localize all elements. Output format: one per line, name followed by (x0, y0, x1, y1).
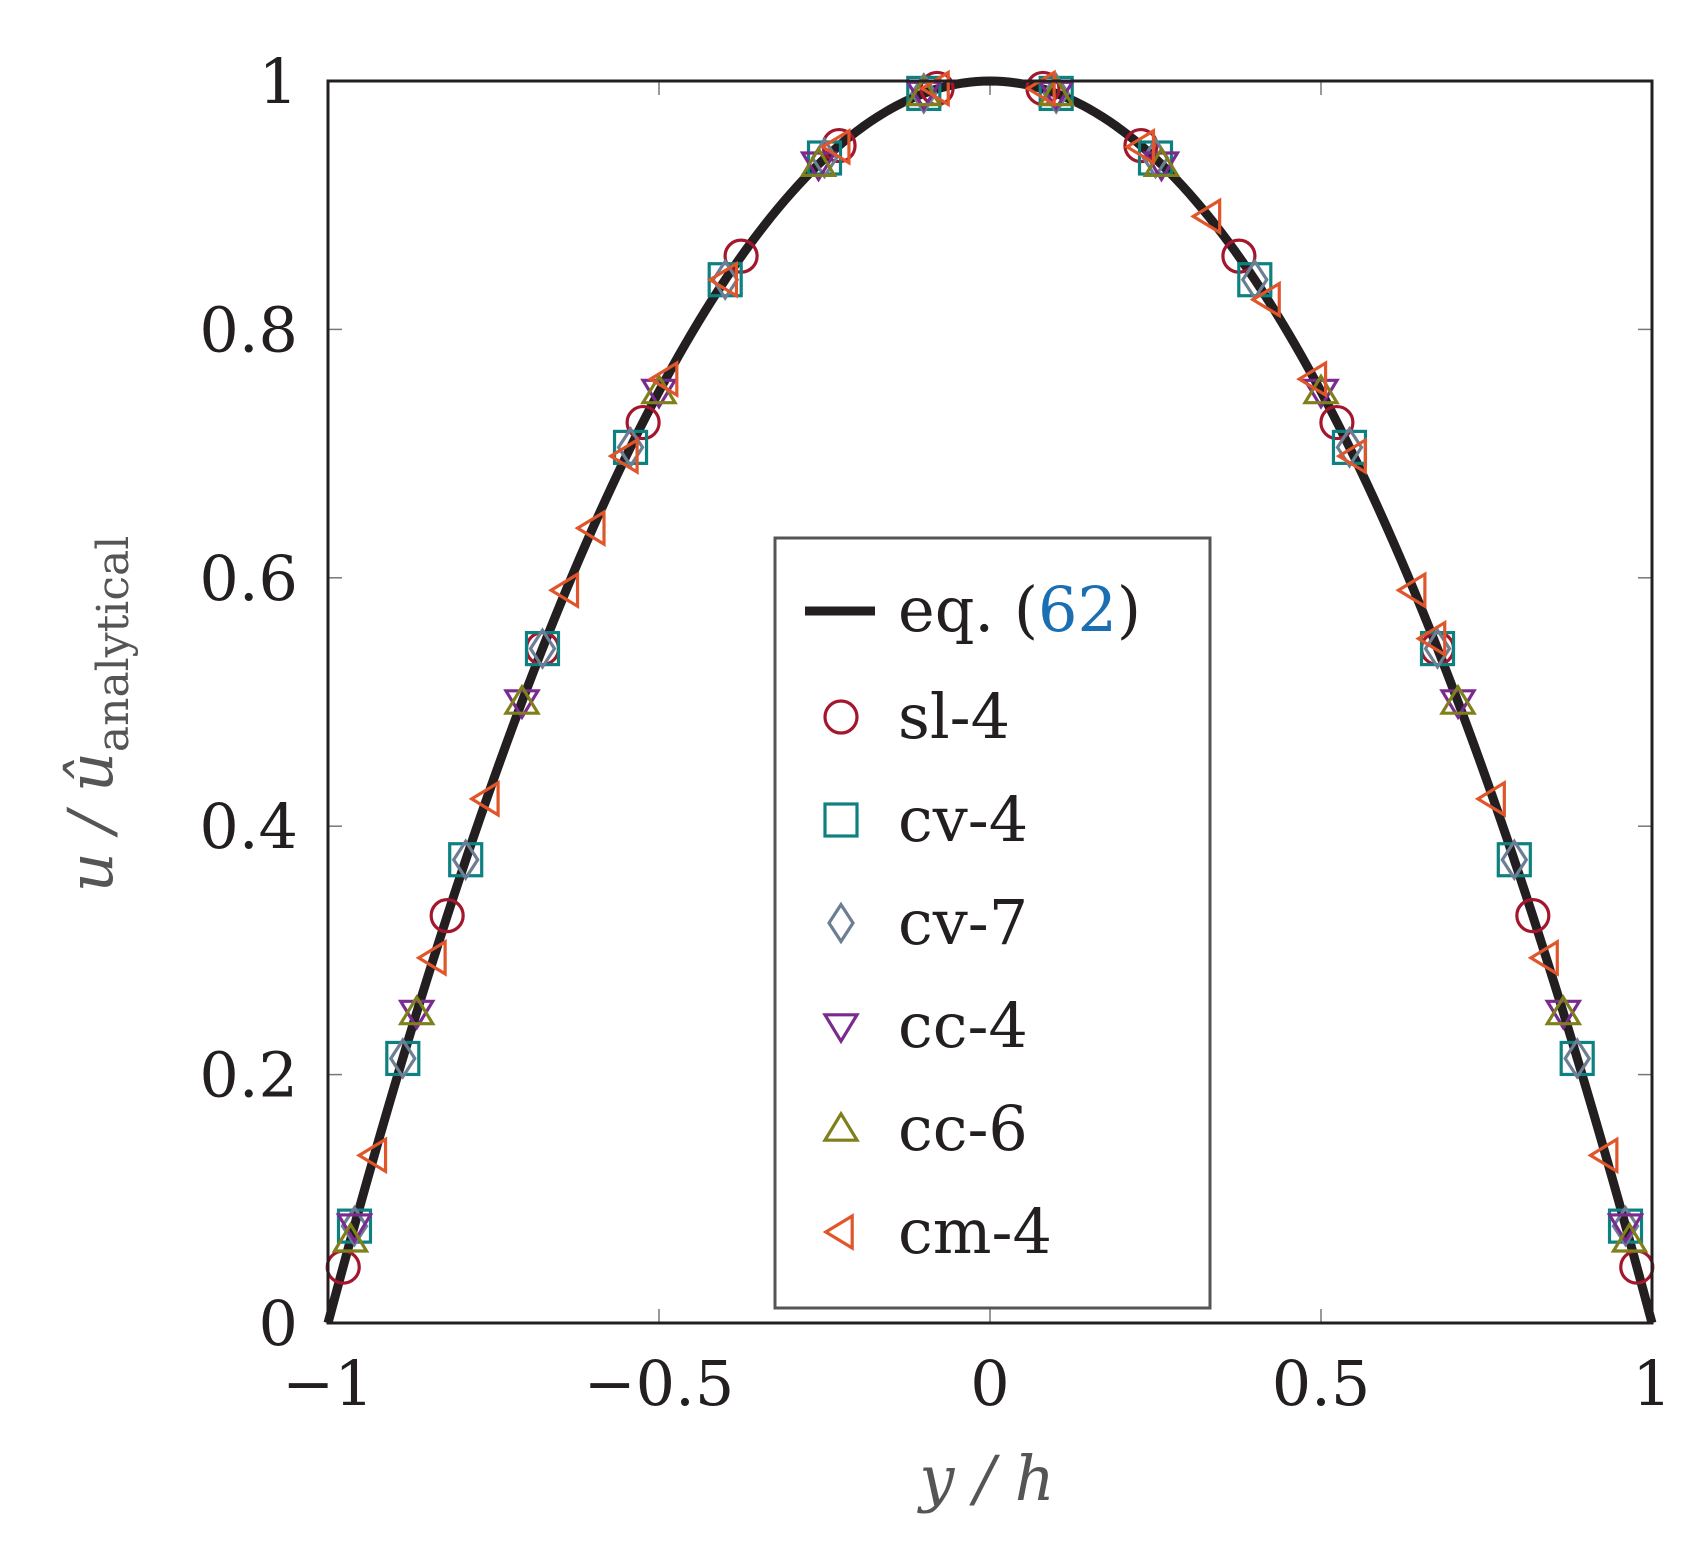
legend-eq-ref-link[interactable]: 62 (1038, 573, 1117, 646)
point-cv-7 (528, 627, 557, 670)
y-tick-label: 0.4 (199, 790, 298, 863)
x-tick-label: 0.5 (1272, 1347, 1371, 1420)
x-axis-label: y / h (916, 1442, 1054, 1515)
point-cv-7 (340, 1204, 369, 1248)
plot-frame (326, 79, 1654, 1325)
y-tick-label: 0.2 (199, 1039, 298, 1112)
y-axis-label: u / ûanalytical (54, 536, 139, 893)
legend-eq-ref-close: ) (1117, 573, 1141, 646)
point-cm-4 (356, 1136, 388, 1175)
series-cc-4 (335, 80, 1645, 1245)
point-cv-7 (1563, 1037, 1592, 1080)
point-cv-7 (1611, 1204, 1640, 1248)
x-tick-label: 0 (970, 1347, 1009, 1420)
point-cm-4 (1249, 280, 1281, 319)
legend-marker-cc-6 (822, 1110, 860, 1142)
point-cc-4 (1302, 378, 1340, 410)
point-cm-4 (574, 509, 606, 547)
point-sl-4 (1319, 404, 1355, 441)
point-cc-6 (503, 683, 541, 715)
legend-marker-cv-4 (823, 802, 859, 838)
point-cm-4 (1296, 360, 1328, 398)
legend-eq-ref-open: ( (1014, 573, 1038, 646)
point-cc-6 (799, 145, 838, 178)
point-cc-4 (397, 999, 436, 1031)
legend-label-cv-7: cv-7 (898, 886, 1028, 959)
point-cm-4 (548, 571, 580, 610)
legend-label-cv-4: cv-4 (898, 783, 1028, 856)
y-tick-label: 0 (259, 1287, 298, 1360)
x-tick-label: 1 (1632, 1347, 1671, 1420)
point-cm-4 (1335, 437, 1367, 475)
point-cm-4 (1474, 780, 1506, 818)
legend-marker-cv-7 (827, 901, 855, 945)
point-cm-4 (415, 939, 447, 977)
point-cm-4 (1123, 127, 1156, 166)
point-cm-4 (819, 127, 851, 166)
legend-label-cm-4: cm-4 (898, 1195, 1052, 1268)
y-tick-label: 1 (259, 45, 298, 118)
y-tick-label: 0.8 (199, 293, 298, 366)
point-cm-4 (1527, 939, 1559, 977)
point-cv-7 (909, 72, 938, 115)
legend-marker-cm-4 (822, 1213, 854, 1251)
point-cv-7 (1042, 72, 1071, 115)
x-tick-label: −0.5 (584, 1347, 735, 1420)
legend-label-cc-4: cc-4 (898, 989, 1028, 1062)
point-cm-4 (468, 780, 500, 818)
point-cv-7 (1500, 838, 1529, 882)
point-cv-7 (388, 1037, 417, 1080)
point-cc-6 (904, 75, 943, 107)
legend-marker-sl-4 (823, 699, 859, 735)
point-cm-4 (1190, 197, 1222, 236)
point-sl-4 (429, 898, 465, 934)
point-cc-6 (1544, 994, 1583, 1026)
point-cc-6 (1610, 1221, 1649, 1253)
series-cm-4 (356, 69, 1619, 1175)
point-cm-4 (647, 360, 679, 398)
point-cc-4 (1606, 1213, 1645, 1245)
series-cc-6 (331, 75, 1649, 1253)
legend: sl-4 cv-4 cv-7 cc-4 cc-6 cm-4 eq. (62) (773, 536, 1212, 1310)
point-cc-4 (503, 689, 541, 721)
point-cm-4 (1587, 1136, 1619, 1175)
legend-label-cc-6: cc-6 (898, 1092, 1028, 1165)
legend-label-eq: eq. (62) (898, 573, 1141, 646)
point-cc-4 (640, 378, 678, 410)
point-cv-7 (1335, 426, 1364, 469)
point-cc-6 (1037, 75, 1076, 107)
y-tick-label: 0.6 (199, 542, 298, 615)
point-cc-4 (1544, 999, 1583, 1031)
point-cc-4 (799, 151, 838, 183)
point-cv-7 (451, 838, 480, 882)
point-cc-6 (1302, 373, 1340, 405)
point-cc-4 (1439, 689, 1477, 721)
legend-eq-name: eq. (898, 573, 994, 646)
point-cc-4 (335, 1213, 374, 1245)
point-cm-4 (1395, 571, 1427, 610)
point-cc-6 (331, 1221, 370, 1253)
legend-frame (773, 536, 1212, 1310)
point-sl-4 (625, 404, 661, 441)
legend-label-sl-4: sl-4 (898, 680, 1010, 753)
legend-marker-cc-4 (822, 1013, 860, 1045)
y-axis-label-subscript: analytical (88, 536, 139, 752)
y-axis-label-main: u / û (54, 752, 127, 892)
point-cm-4 (1415, 619, 1447, 658)
point-cm-4 (607, 437, 639, 475)
point-sl-4 (1515, 898, 1551, 934)
point-cc-4 (1142, 151, 1181, 183)
x-tick-label: −1 (282, 1347, 373, 1420)
point-cc-6 (1439, 683, 1477, 715)
point-cc-6 (397, 994, 436, 1026)
point-cm-4 (706, 260, 739, 299)
